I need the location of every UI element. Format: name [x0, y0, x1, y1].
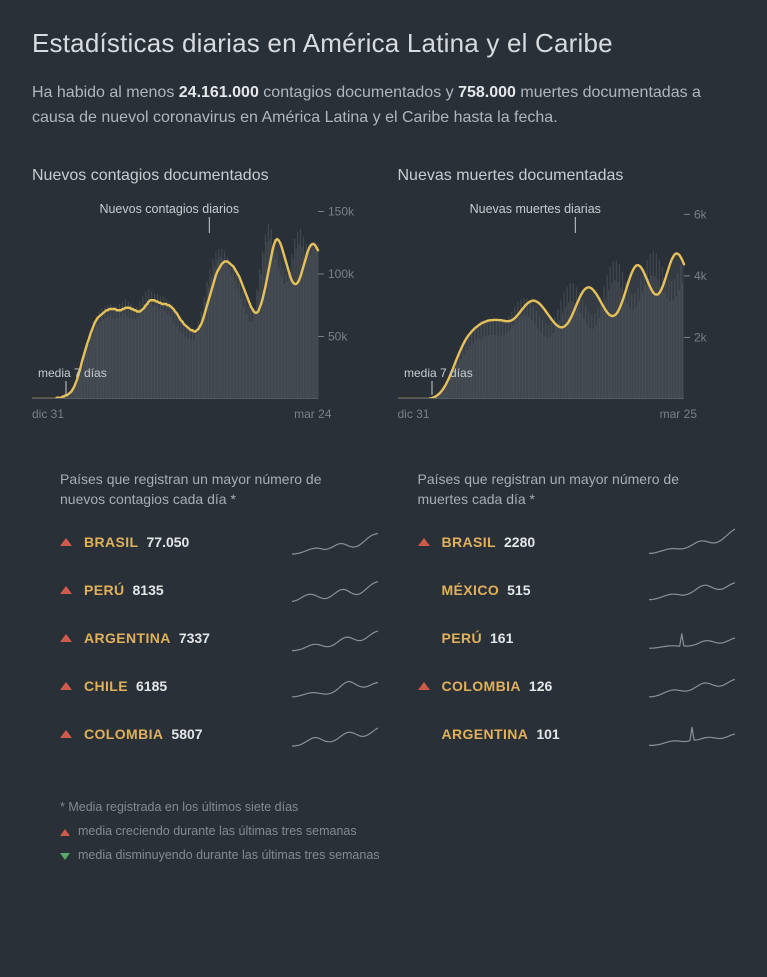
cases-chart: 50k 100k 150k Nuevos contagios diarios media… — [32, 199, 362, 399]
svg-text:2k: 2k — [694, 330, 708, 344]
deaths-chart: 2k 4k 6k Nuevas muertes diarias media 7 días — [398, 199, 728, 399]
intro-cases: 24.161.000 — [179, 84, 259, 101]
deaths-x-start: dic 31 — [398, 407, 430, 421]
svg-text:4k: 4k — [694, 269, 708, 283]
country-value: 8135 — [133, 582, 164, 598]
svg-text:50k: 50k — [328, 329, 348, 343]
country-row: COLOMBIA 126 — [418, 671, 736, 701]
country-name: PERÚ — [84, 582, 125, 598]
sparkline — [649, 527, 735, 557]
legend-note: * Media registrada en los últimos siete … — [60, 797, 735, 817]
lists-row: Países que registran un mayor número de … — [32, 469, 735, 768]
cases-list-title: Países que registran un mayor número de … — [60, 469, 378, 510]
deaths-list-block: Países que registran un mayor número de … — [418, 469, 736, 768]
legend: * Media registrada en los últimos siete … — [32, 797, 735, 865]
cases-chart-title: Nuevos contagios documentados — [32, 167, 370, 185]
svg-text:Nuevas muertes diarias: Nuevas muertes diarias — [469, 202, 600, 216]
page-title: Estadísticas diarias en América Latina y… — [32, 28, 735, 59]
intro-deaths: 758.000 — [458, 84, 516, 101]
triangle-up-icon — [60, 538, 74, 546]
country-value: 101 — [536, 726, 559, 742]
country-name: CHILE — [84, 678, 128, 694]
sparkline — [649, 575, 735, 605]
country-row: BRASIL 77.050 — [60, 527, 378, 557]
triangle-up-icon — [60, 730, 74, 738]
country-name: MÉXICO — [442, 582, 500, 598]
country-value: 6185 — [136, 678, 167, 694]
country-name: PERÚ — [442, 630, 483, 646]
country-value: 77.050 — [147, 534, 190, 550]
country-value: 2280 — [504, 534, 535, 550]
deaths-chart-title: Nuevas muertes documentadas — [398, 167, 736, 185]
svg-text:media 7 días: media 7 días — [38, 366, 107, 380]
triangle-up-icon — [418, 538, 432, 546]
intro-mid: contagios documentados y — [263, 84, 458, 101]
triangle-up-icon — [418, 682, 432, 690]
sparkline — [292, 623, 378, 653]
sparkline — [292, 719, 378, 749]
country-name: ARGENTINA — [84, 630, 171, 646]
triangle-up-icon — [60, 682, 74, 690]
triangle-down-icon — [60, 853, 70, 860]
sparkline — [292, 575, 378, 605]
sparkline — [649, 719, 735, 749]
country-row: COLOMBIA 5807 — [60, 719, 378, 749]
sparkline — [649, 623, 735, 653]
country-name: ARGENTINA — [442, 726, 529, 742]
deaths-list: BRASIL 2280 MÉXICO 515 PERÚ 161 COLOMBIA 126 ARG… — [418, 527, 736, 749]
triangle-up-icon — [60, 586, 74, 594]
country-value: 7337 — [179, 630, 210, 646]
deaths-x-end: mar 25 — [660, 407, 697, 421]
country-name: BRASIL — [442, 534, 497, 550]
sparkline — [649, 671, 735, 701]
country-row: MÉXICO 515 — [418, 575, 736, 605]
deaths-chart-block: Nuevas muertes documentadas 2k 4k 6k Nuevas… — [398, 167, 736, 421]
country-row: BRASIL 2280 — [418, 527, 736, 557]
cases-chart-block: Nuevos contagios documentados 50k 100k 150… — [32, 167, 370, 421]
country-value: 5807 — [171, 726, 202, 742]
triangle-up-icon — [60, 634, 74, 642]
sparkline — [292, 671, 378, 701]
triangle-up-icon — [60, 829, 70, 836]
country-value: 161 — [490, 630, 513, 646]
country-row: ARGENTINA 7337 — [60, 623, 378, 653]
cases-list: BRASIL 77.050 PERÚ 8135 ARGENTINA 7337 CHILE 61… — [60, 527, 378, 749]
country-row: PERÚ 8135 — [60, 575, 378, 605]
svg-text:150k: 150k — [328, 204, 355, 218]
svg-text:100k: 100k — [328, 267, 355, 281]
svg-text:media 7 días: media 7 días — [404, 366, 473, 380]
svg-text:6k: 6k — [694, 207, 708, 221]
legend-up-text: media creciendo durante las últimas tres… — [78, 821, 357, 841]
intro-paragraph: Ha habido al menos 24.161.000 contagios … — [32, 81, 735, 131]
charts-row: Nuevos contagios documentados 50k 100k 150… — [32, 167, 735, 421]
country-name: BRASIL — [84, 534, 139, 550]
country-value: 126 — [529, 678, 552, 694]
cases-x-start: dic 31 — [32, 407, 64, 421]
intro-pre: Ha habido al menos — [32, 84, 179, 101]
country-name: COLOMBIA — [442, 678, 521, 694]
country-name: COLOMBIA — [84, 726, 163, 742]
deaths-list-title: Países que registran un mayor número de … — [418, 469, 736, 510]
legend-down-text: media disminuyendo durante las últimas t… — [78, 845, 380, 865]
sparkline — [292, 527, 378, 557]
country-row: CHILE 6185 — [60, 671, 378, 701]
cases-x-end: mar 24 — [294, 407, 331, 421]
country-value: 515 — [507, 582, 530, 598]
country-row: PERÚ 161 — [418, 623, 736, 653]
country-row: ARGENTINA 101 — [418, 719, 736, 749]
svg-text:Nuevos contagios diarios: Nuevos contagios diarios — [99, 202, 239, 216]
cases-list-block: Países que registran un mayor número de … — [60, 469, 378, 768]
